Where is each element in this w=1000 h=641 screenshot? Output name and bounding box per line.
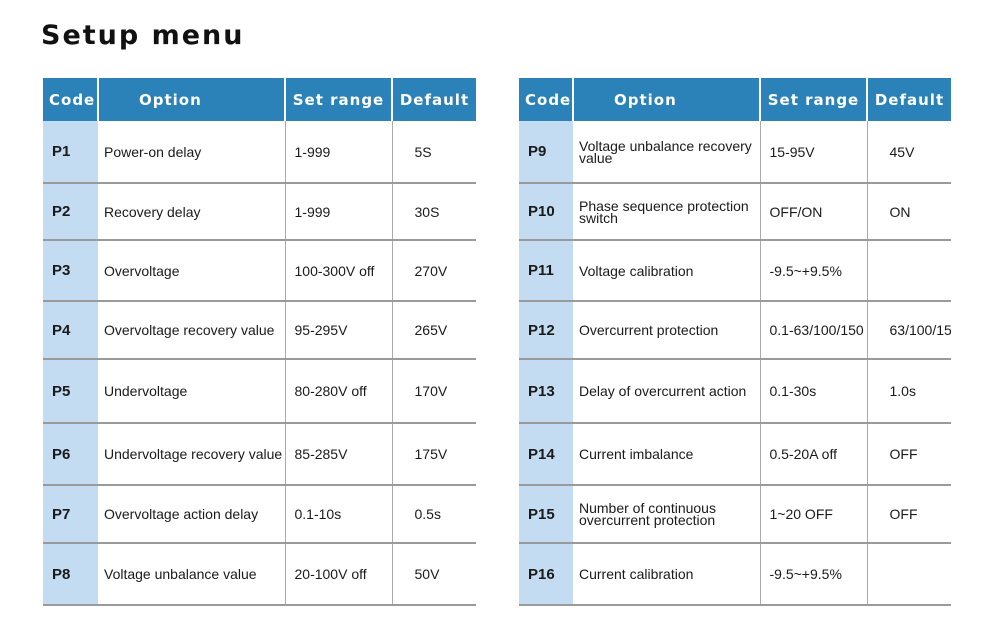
default-header: Default — [867, 78, 951, 121]
param-code: P7 — [43, 485, 98, 544]
param-range: 0.1-10s — [285, 485, 393, 544]
setup-table-left: Code Option Set range Default P1 Power-on… — [43, 78, 476, 606]
param-code: P3 — [43, 240, 98, 302]
param-code: P5 — [43, 359, 98, 424]
setup-table-right: Code Option Set range Default P9 Voltage … — [519, 78, 951, 606]
table-row: P9 Voltage unbalance recovery value 15-95V… — [519, 121, 951, 184]
param-range: 1-999 — [285, 121, 393, 184]
param-default: 30S — [392, 183, 476, 241]
param-range: 80-280V off — [285, 359, 393, 424]
param-code: P11 — [519, 240, 573, 302]
param-option: Delay of overcurrent action — [573, 359, 761, 424]
header-row: Code Option Set range Default — [519, 78, 951, 121]
param-code: P9 — [519, 121, 573, 184]
param-default: ON — [867, 183, 951, 241]
param-default: OFF — [867, 485, 951, 544]
param-option: Overvoltage recovery value — [98, 301, 286, 360]
param-option: Current calibration — [573, 543, 761, 606]
param-range: OFF/ON — [760, 183, 868, 241]
param-option: Overcurrent protection — [573, 301, 761, 360]
default-header: Default — [392, 78, 476, 121]
table-row: P16 Current calibration -9.5~+9.5% — [519, 543, 951, 606]
param-default: 175V — [392, 423, 476, 486]
table-row: P4 Overvoltage recovery value 95-295V 265V — [43, 301, 476, 360]
param-default: 1.0s — [867, 359, 951, 424]
param-code: P15 — [519, 485, 573, 544]
range-header: Set range — [760, 78, 868, 121]
param-default: 50V — [392, 543, 476, 606]
table-row: P13 Delay of overcurrent action 0.1-30s 1.0… — [519, 359, 951, 424]
table-row: P7 Overvoltage action delay 0.1-10s 0.5s — [43, 485, 476, 544]
table-row: P5 Undervoltage 80-280V off 170V — [43, 359, 476, 424]
param-code: P6 — [43, 423, 98, 486]
param-range: -9.5~+9.5% — [760, 543, 868, 606]
table-row: P14 Current imbalance 0.5-20A off OFF — [519, 423, 951, 486]
param-code: P10 — [519, 183, 573, 241]
param-range: 0.1-30s — [760, 359, 868, 424]
param-code: P14 — [519, 423, 573, 486]
param-range: 1~20 OFF — [760, 485, 868, 544]
option-header: Option — [573, 78, 761, 121]
param-option: Undervoltage — [98, 359, 286, 424]
param-range: 95-295V — [285, 301, 393, 360]
param-default: 5S — [392, 121, 476, 184]
table-row: P1 Power-on delay 1-999 5S — [43, 121, 476, 184]
table-row: P2 Recovery delay 1-999 30S — [43, 183, 476, 241]
param-code: P16 — [519, 543, 573, 606]
param-option: Voltage unbalance value — [98, 543, 286, 606]
header-row: Code Option Set range Default — [43, 78, 476, 121]
param-range: 0.5-20A off — [760, 423, 868, 486]
param-code: P1 — [43, 121, 98, 184]
param-option: Power-on delay — [98, 121, 286, 184]
param-default: 265V — [392, 301, 476, 360]
param-default — [867, 543, 951, 606]
code-header: Code — [519, 78, 574, 121]
param-option: Undervoltage recovery value — [98, 423, 286, 486]
param-option: Recovery delay — [98, 183, 286, 241]
page-title: Setup menu — [41, 20, 245, 51]
param-default: 0.5s — [392, 485, 476, 544]
param-range: 100-300V off — [285, 240, 393, 302]
param-default: 170V — [392, 359, 476, 424]
param-option: Current imbalance — [573, 423, 761, 486]
param-range: 20-100V off — [285, 543, 393, 606]
param-option: Voltage calibration — [573, 240, 761, 302]
param-range: 85-285V — [285, 423, 393, 486]
param-default: 270V — [392, 240, 476, 302]
param-default — [867, 240, 951, 302]
param-default: 45V — [867, 121, 951, 184]
param-option: Overvoltage action delay — [98, 485, 286, 544]
param-range: 0.1-63/100/150 — [760, 301, 868, 360]
table-row: P12 Overcurrent protection 0.1-63/100/150 6… — [519, 301, 951, 360]
range-header: Set range — [285, 78, 393, 121]
table-row: P15 Number of continuous overcurrent prot… — [519, 485, 951, 544]
param-code: P2 — [43, 183, 98, 241]
param-option: Voltage unbalance recovery value — [573, 121, 761, 184]
param-default: OFF — [867, 423, 951, 486]
table-row: P8 Voltage unbalance value 20-100V off 50V — [43, 543, 476, 606]
param-code: P8 — [43, 543, 98, 606]
param-range: 15-95V — [760, 121, 868, 184]
param-range: -9.5~+9.5% — [760, 240, 868, 302]
param-option: Overvoltage — [98, 240, 286, 302]
table-row: P10 Phase sequence protection switch OFF/O… — [519, 183, 951, 241]
param-option: Number of continuous overcurrent protect… — [573, 485, 761, 544]
option-header: Option — [98, 78, 286, 121]
table-row: P3 Overvoltage 100-300V off 270V — [43, 240, 476, 302]
param-default: 63/100/150 — [867, 301, 951, 360]
code-header: Code — [43, 78, 99, 121]
param-code: P13 — [519, 359, 573, 424]
param-range: 1-999 — [285, 183, 393, 241]
table-row: P11 Voltage calibration -9.5~+9.5% — [519, 240, 951, 302]
table-row: P6 Undervoltage recovery value 85-285V 175V — [43, 423, 476, 486]
param-option: Phase sequence protection switch — [573, 183, 761, 241]
param-code: P4 — [43, 301, 98, 360]
param-code: P12 — [519, 301, 573, 360]
